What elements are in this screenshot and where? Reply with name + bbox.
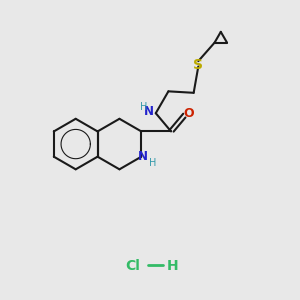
Text: N: N: [138, 150, 148, 163]
Text: S: S: [193, 58, 203, 72]
Text: N: N: [144, 105, 154, 118]
Text: O: O: [183, 107, 194, 120]
Text: Cl: Cl: [125, 259, 140, 273]
Text: H: H: [140, 102, 147, 112]
Text: H: H: [167, 259, 178, 273]
Text: H: H: [149, 158, 156, 168]
